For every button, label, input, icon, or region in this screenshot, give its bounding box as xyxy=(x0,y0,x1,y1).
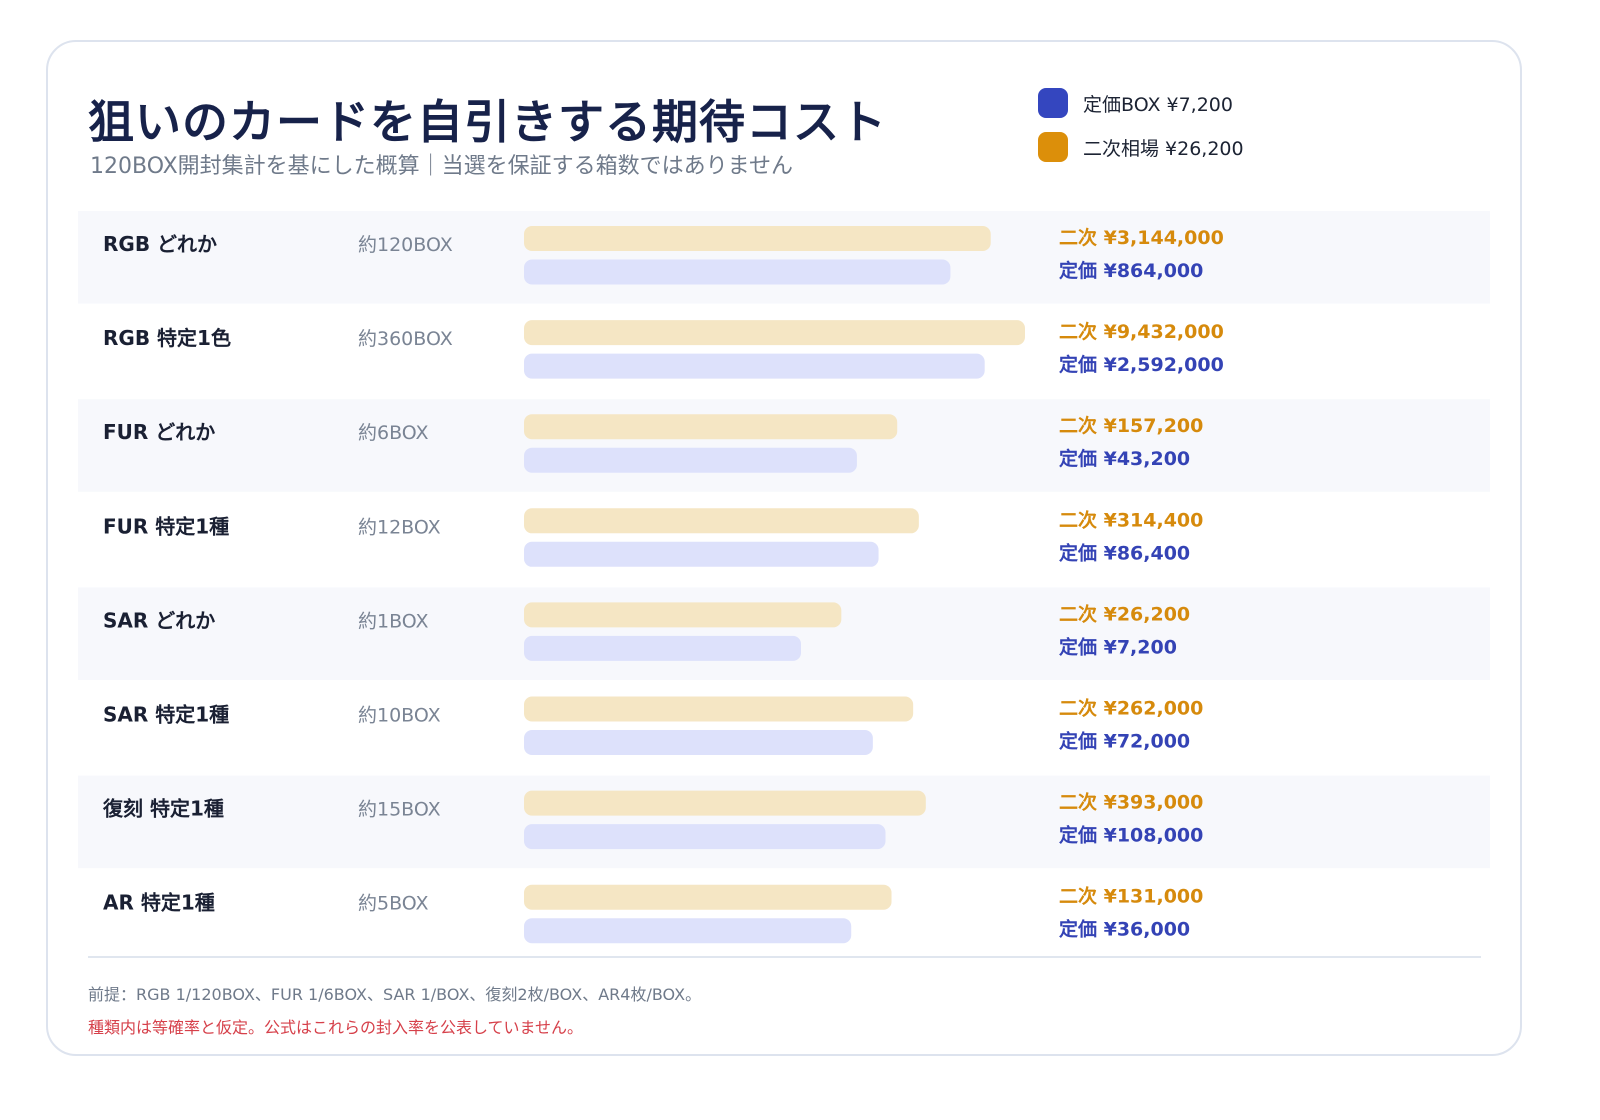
bar-secondary xyxy=(524,226,991,251)
bar-retail xyxy=(524,730,873,755)
value-label-retail: 定価 ¥7,200 xyxy=(1059,635,1177,658)
value-label-retail: 定価 ¥86,400 xyxy=(1059,541,1190,564)
bar-retail xyxy=(524,635,801,661)
value-label-secondary: 二次 ¥131,000 xyxy=(1059,885,1203,908)
value-label-retail: 定価 ¥864,000 xyxy=(1059,259,1203,282)
row-label: FUR 特定1種 xyxy=(103,514,229,538)
row-background xyxy=(78,399,1490,492)
bar-retail xyxy=(524,353,985,379)
legend-swatch-secondary xyxy=(1038,132,1068,162)
value-label-retail: 定価 ¥43,200 xyxy=(1059,447,1190,470)
legend-label-retail: 定価BOX ¥7,200 xyxy=(1083,93,1233,116)
row-background xyxy=(78,587,1490,680)
row-background xyxy=(78,775,1490,869)
bar-secondary xyxy=(524,884,892,910)
bar-secondary xyxy=(524,414,898,440)
bar-secondary xyxy=(524,320,1025,346)
bar-secondary xyxy=(524,602,842,628)
legend-label-secondary: 二次相場 ¥26,200 xyxy=(1083,137,1244,160)
row-label: RGB どれか xyxy=(103,232,217,256)
box-count-label: 約5BOX xyxy=(358,893,429,915)
value-label-secondary: 二次 ¥3,144,000 xyxy=(1059,226,1224,249)
value-label-secondary: 二次 ¥9,432,000 xyxy=(1059,320,1224,343)
row-label: 復刻 特定1種 xyxy=(102,797,224,821)
row-label: AR 特定1種 xyxy=(103,891,215,915)
value-label-secondary: 二次 ¥26,200 xyxy=(1059,602,1190,625)
box-count-label: 約1BOX xyxy=(358,610,429,632)
legend-swatch-retail xyxy=(1038,88,1068,118)
bar-retail xyxy=(524,918,852,944)
box-count-label: 約15BOX xyxy=(358,799,441,821)
chart-subtitle: 120BOX開封集計を基にした概算｜当選を保証する箱数ではありません xyxy=(90,154,794,179)
bar-retail xyxy=(524,541,879,567)
value-label-secondary: 二次 ¥157,200 xyxy=(1059,414,1203,437)
value-label-retail: 定価 ¥2,592,000 xyxy=(1059,353,1224,376)
chart-title: 狙いのカードを自引きする期待コスト xyxy=(88,95,887,149)
value-label-secondary: 二次 ¥393,000 xyxy=(1059,791,1203,814)
bar-secondary xyxy=(524,508,919,534)
row-label: SAR どれか xyxy=(103,608,215,632)
box-count-label: 約10BOX xyxy=(358,705,441,727)
bar-secondary xyxy=(524,790,926,816)
row-label: RGB 特定1色 xyxy=(103,326,231,350)
value-label-retail: 定価 ¥108,000 xyxy=(1059,824,1203,847)
bar-retail xyxy=(524,447,857,473)
value-label-secondary: 二次 ¥262,000 xyxy=(1059,697,1203,720)
value-label-secondary: 二次 ¥314,400 xyxy=(1059,508,1203,531)
box-count-label: 約120BOX xyxy=(358,234,453,256)
legend-item-secondary: 二次相場 ¥26,200 xyxy=(1038,132,1244,162)
row-label: SAR 特定1種 xyxy=(103,703,229,727)
legend-item-retail: 定価BOX ¥7,200 xyxy=(1038,88,1233,118)
value-label-retail: 定価 ¥36,000 xyxy=(1059,918,1190,941)
bar-secondary xyxy=(524,696,914,722)
footer-divider xyxy=(88,956,1481,958)
row-label: FUR どれか xyxy=(103,420,215,444)
bar-retail xyxy=(524,259,951,285)
box-count-label: 約12BOX xyxy=(358,516,441,538)
bar-retail xyxy=(524,824,886,850)
footer-warning-note: 種類内は等確率と仮定。公式はこれらの封入率を公表していません。 xyxy=(88,1018,584,1037)
box-count-label: 約6BOX xyxy=(358,422,429,444)
row-background xyxy=(78,211,1490,304)
footer-assumption-note: 前提：RGB 1/120BOX、FUR 1/6BOX、SAR 1/BOX、復刻2… xyxy=(88,985,702,1004)
box-count-label: 約360BOX xyxy=(358,328,453,350)
value-label-retail: 定価 ¥72,000 xyxy=(1059,730,1190,753)
